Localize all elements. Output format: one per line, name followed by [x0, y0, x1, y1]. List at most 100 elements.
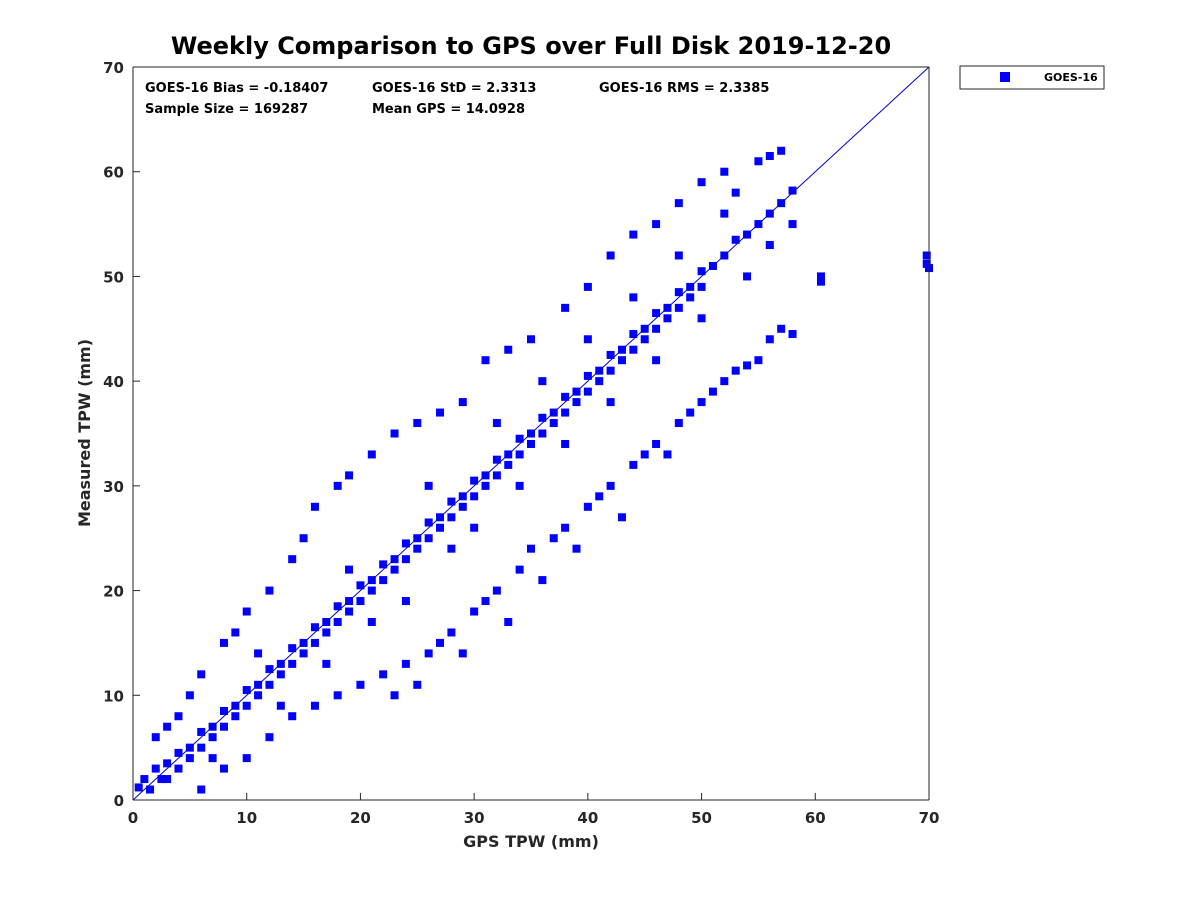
scatter-point — [652, 356, 661, 365]
scatter-point — [720, 209, 729, 218]
scatter-point — [606, 398, 615, 407]
scatter-point — [458, 649, 467, 658]
scatter-point — [219, 764, 228, 773]
scatter-point — [538, 576, 547, 585]
scatter-point — [816, 272, 825, 281]
scatter-point — [379, 576, 388, 585]
scatter-point — [629, 293, 638, 302]
scatter-point — [447, 497, 456, 506]
scatter-point — [413, 544, 422, 553]
y-axis-ticks: 0 10 20 30 40 50 60 70 — [103, 59, 140, 810]
scatter-point — [674, 303, 683, 312]
scatter-point — [401, 659, 410, 668]
legend-marker-square — [1000, 72, 1010, 82]
scatter-points — [134, 146, 933, 794]
scatter-point — [163, 722, 172, 731]
scatter-point — [765, 335, 774, 344]
scatter-point — [367, 450, 376, 459]
scatter-point — [288, 659, 297, 668]
scatter-point — [265, 665, 274, 674]
scatter-point — [310, 502, 319, 511]
y-tick-label: 20 — [103, 583, 124, 601]
stat-rms: GOES-16 RMS = 2.3385 — [599, 81, 769, 96]
scatter-point — [219, 638, 228, 647]
legend: GOES-16 — [959, 65, 1105, 90]
scatter-point — [174, 764, 183, 773]
x-tick-label: 30 — [464, 809, 485, 827]
scatter-point — [583, 502, 592, 511]
scatter-point — [163, 775, 172, 784]
scatter-point — [731, 188, 740, 197]
scatter-point — [617, 513, 626, 522]
scatter-point — [447, 513, 456, 522]
scatter-point — [777, 324, 786, 333]
scatter-point — [197, 743, 206, 752]
legend-box — [959, 65, 1105, 90]
scatter-point — [777, 146, 786, 155]
scatter-point — [697, 314, 706, 323]
scatter-point — [663, 314, 672, 323]
scatter-point — [754, 356, 763, 365]
scatter-point — [492, 455, 501, 464]
scatter-point — [242, 686, 251, 695]
scatter-point — [652, 324, 661, 333]
scatter-point — [424, 649, 433, 658]
scatter-point — [265, 586, 274, 595]
y-tick-label: 30 — [103, 478, 124, 496]
scatter-point — [265, 680, 274, 689]
scatter-point — [504, 617, 513, 626]
scatter-point — [629, 345, 638, 354]
scatter-point — [299, 649, 308, 658]
scatter-point — [765, 241, 774, 250]
scatter-point — [219, 706, 228, 715]
scatter-point — [697, 398, 706, 407]
scatter-point — [731, 366, 740, 375]
scatter-point — [583, 282, 592, 291]
scatter-point — [492, 419, 501, 428]
x-tick-label: 10 — [236, 809, 257, 827]
scatter-point — [538, 413, 547, 422]
scatter-point — [595, 492, 604, 501]
scatter-point — [504, 345, 513, 354]
scatter-point — [424, 481, 433, 490]
scatter-point — [515, 481, 524, 490]
scatter-point — [413, 680, 422, 689]
scatter-point — [629, 460, 638, 469]
scatter-point — [390, 691, 399, 700]
x-tick-label: 40 — [577, 809, 598, 827]
scatter-point — [231, 712, 240, 721]
scatter-point — [674, 199, 683, 208]
scatter-point — [470, 523, 479, 532]
scatter-point — [743, 361, 752, 370]
scatter-point — [322, 628, 331, 637]
scatter-point — [765, 152, 774, 161]
scatter-point — [345, 471, 354, 480]
scatter-point — [515, 434, 524, 443]
scatter-point — [697, 178, 706, 187]
scatter-point — [197, 727, 206, 736]
x-tick-label: 50 — [691, 809, 712, 827]
x-tick-label: 20 — [350, 809, 371, 827]
x-tick-label: 70 — [919, 809, 940, 827]
scatter-point — [254, 649, 263, 658]
scatter-point — [606, 350, 615, 359]
scatter-point — [322, 659, 331, 668]
scatter-point — [185, 691, 194, 700]
scatter-point — [197, 785, 206, 794]
scatter-point — [470, 607, 479, 616]
scatter-point — [492, 471, 501, 480]
scatter-point — [720, 167, 729, 176]
scatter-point — [151, 733, 160, 742]
scatter-point — [697, 282, 706, 291]
scatter-point — [922, 259, 931, 268]
scatter-point — [515, 565, 524, 574]
scatter-point — [788, 330, 797, 339]
y-tick-label: 40 — [103, 373, 124, 391]
scatter-point — [345, 607, 354, 616]
scatter-point — [310, 701, 319, 710]
scatter-point — [629, 230, 638, 239]
scatter-point — [447, 544, 456, 553]
stat-mean-gps: Mean GPS = 14.0928 — [372, 102, 525, 117]
scatter-point — [276, 701, 285, 710]
scatter-point — [310, 638, 319, 647]
